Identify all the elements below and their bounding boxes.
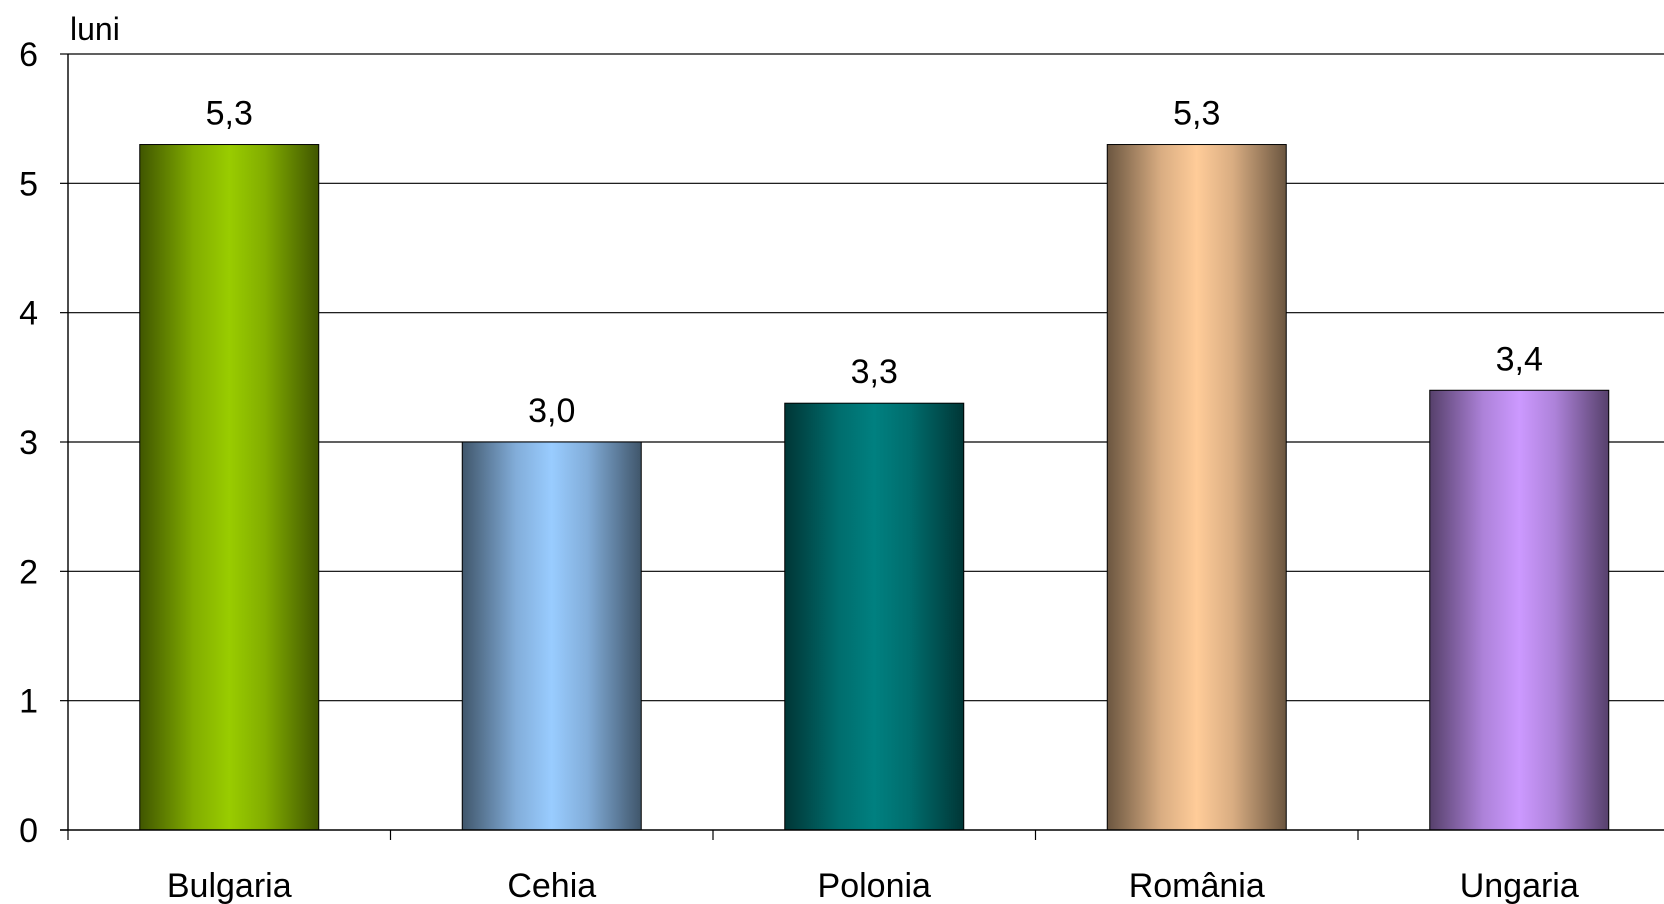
data-label: 5,3	[1173, 95, 1220, 133]
bar-bulgaria	[139, 144, 320, 831]
y-axis-unit-label: luni	[70, 11, 120, 47]
bars	[139, 144, 1610, 831]
x-category-label: România	[1129, 867, 1265, 904]
data-label: 3,0	[528, 392, 575, 430]
y-tick-label: 5	[19, 165, 38, 203]
x-category-label: Bulgaria	[167, 867, 292, 904]
data-label: 3,4	[1496, 340, 1543, 378]
axes	[60, 53, 1664, 840]
y-tick-label: 3	[19, 424, 38, 462]
y-tick-label: 0	[19, 812, 38, 850]
bar-cehia	[461, 441, 642, 831]
x-category-label: Cehia	[507, 867, 596, 904]
bar-ungaria	[1429, 389, 1610, 831]
y-tick-label: 2	[19, 553, 38, 591]
y-tick-label: 6	[19, 36, 38, 74]
bar-polonia	[784, 402, 965, 831]
labels: 0 1 2 3 4 5 6 5,3 Bulgaria 3,0 Cehia 3,3 Polonia 5,3 R…	[19, 36, 1579, 904]
y-tick-label: 4	[19, 295, 38, 333]
x-category-label: Ungaria	[1460, 867, 1579, 904]
data-label: 3,3	[851, 353, 898, 391]
bar-românia	[1106, 144, 1287, 831]
y-tick-label: 1	[19, 683, 38, 721]
x-category-label: Polonia	[818, 867, 932, 904]
data-label: 5,3	[206, 95, 253, 133]
